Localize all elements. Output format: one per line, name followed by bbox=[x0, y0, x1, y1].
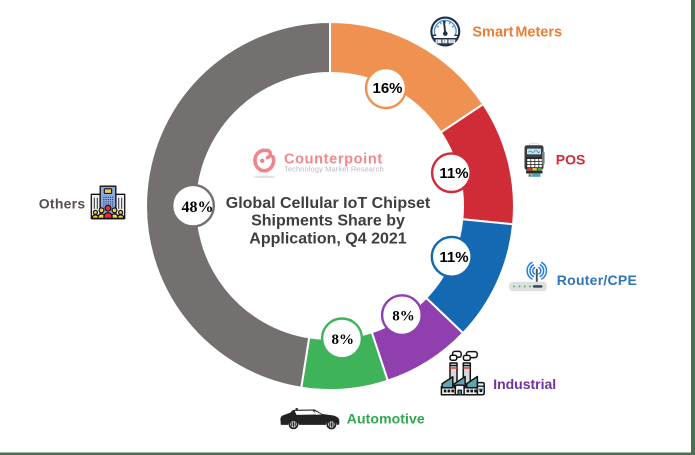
svg-text:Router/CPE: Router/CPE bbox=[557, 272, 637, 288]
svg-text:Automotive: Automotive bbox=[347, 411, 425, 427]
svg-text:16%: 16% bbox=[372, 80, 402, 97]
svg-text:Technology Market Research: Technology Market Research bbox=[284, 164, 384, 173]
svg-text:Others: Others bbox=[39, 195, 86, 211]
svg-text:Global Cellular IoT Chipset: Global Cellular IoT Chipset bbox=[226, 195, 431, 212]
svg-text:Application, Q4 2021: Application, Q4 2021 bbox=[249, 231, 406, 248]
svg-text:Smart Meters: Smart Meters bbox=[472, 24, 562, 40]
svg-text:8%: 8% bbox=[331, 332, 354, 348]
svg-text:Counterpoint: Counterpoint bbox=[284, 151, 383, 167]
svg-text:POS: POS bbox=[556, 151, 586, 167]
svg-text:Industrial: Industrial bbox=[493, 376, 556, 392]
svg-text:11%: 11% bbox=[439, 165, 468, 182]
svg-text:11%: 11% bbox=[439, 249, 468, 266]
svg-text:48%: 48% bbox=[182, 199, 214, 216]
svg-text:8%: 8% bbox=[392, 309, 415, 325]
svg-text:Shipments Share by: Shipments Share by bbox=[251, 213, 405, 230]
